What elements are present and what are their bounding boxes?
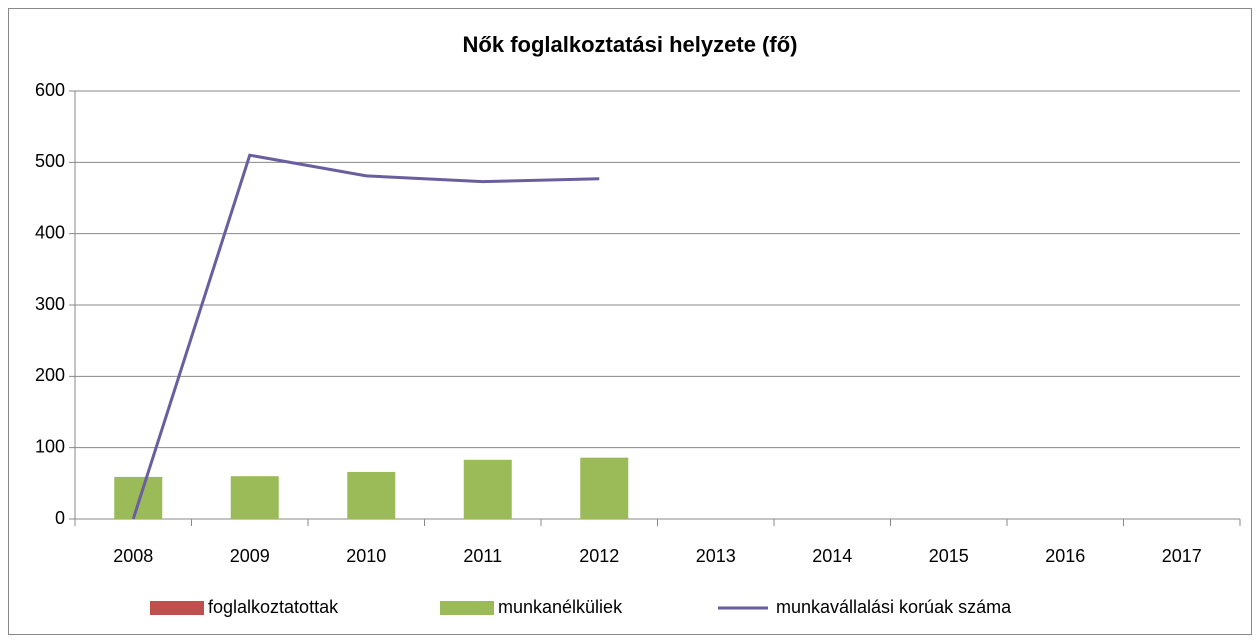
x-tick-label: 2015 — [929, 546, 969, 566]
bar — [114, 476, 163, 519]
x-tick-label: 2012 — [579, 546, 619, 566]
line — [131, 153, 600, 520]
x-tick-label: 2016 — [1045, 546, 1085, 566]
x-tick-label: 2009 — [230, 546, 270, 566]
x-tick-label: 2017 — [1162, 546, 1202, 566]
y-tick-label: 100 — [35, 436, 65, 456]
legend-swatch — [150, 601, 204, 615]
y-tick-label: 600 — [35, 80, 65, 100]
legend-label: foglalkoztatottak — [208, 597, 339, 617]
x-tick-label: 2011 — [463, 546, 502, 566]
bar — [347, 471, 396, 519]
x-tick-label: 2013 — [696, 546, 736, 566]
bar — [580, 457, 629, 519]
bar — [463, 459, 512, 519]
y-tick-label: 0 — [55, 508, 65, 528]
legend-label: munkanélküliek — [498, 597, 623, 617]
x-tick-label: 2014 — [812, 546, 852, 566]
x-tick-label: 2008 — [113, 546, 153, 566]
y-tick-label: 200 — [35, 365, 65, 385]
legend-label: munkavállalási korúak száma — [776, 597, 1012, 617]
chart-frame — [8, 8, 1252, 635]
y-tick-label: 300 — [35, 294, 65, 314]
y-tick-label: 500 — [35, 151, 65, 171]
chart-title: Nők foglalkoztatási helyzete (fő) — [463, 32, 798, 57]
bar — [230, 476, 279, 519]
y-tick-label: 400 — [35, 222, 65, 242]
legend-swatch — [440, 601, 494, 615]
x-tick-label: 2010 — [346, 546, 386, 566]
